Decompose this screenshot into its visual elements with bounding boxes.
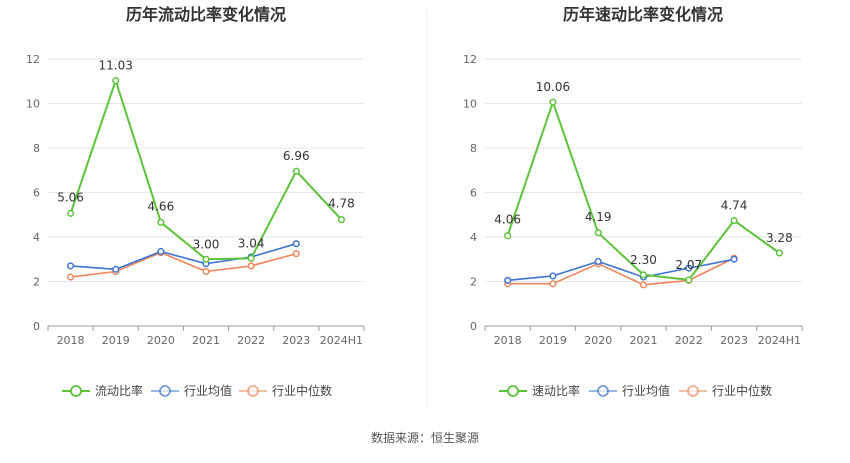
data-label: 4.06 [494,213,521,227]
series-point-1 [292,167,300,175]
x-tick-label: 2023 [720,334,748,347]
series-point-1 [775,249,783,257]
legend-swatch-marker [687,385,699,397]
data-label: 3.28 [766,231,793,245]
series-point-2 [685,264,693,272]
y-tick-label: 2 [33,276,40,289]
series-point-3 [639,281,648,289]
y-tick-label: 0 [33,320,40,333]
legend-label: 速动比率 [532,383,580,398]
y-tick-label: 2 [470,276,477,289]
y-tick-label: 10 [463,98,477,111]
y-tick-label: 4 [33,231,40,244]
chart-panel-2: 历年速动比率变化情况 0 2 4 6 8 10 12 2018 2019 2020 2021 2022 2… [463,5,803,398]
series-point-3 [292,250,300,258]
series-point-3 [202,267,210,276]
series-point-3 [549,280,557,288]
data-label: 6.96 [283,149,310,163]
data-label: 4.19 [585,210,612,224]
chart-title: 历年速动比率变化情况 [563,5,723,24]
y-tick-label: 6 [33,187,40,200]
chart-title: 历年流动比率变化情况 [126,5,286,24]
series-point-1 [337,216,345,224]
series-point-2 [112,265,120,273]
series-line-2 [507,258,735,282]
data-label: 4.74 [721,199,748,213]
legend-label: 行业均值 [184,383,232,398]
series-point-2 [67,262,75,270]
legend-label: 行业均值 [622,383,670,398]
series-point-2 [504,276,512,284]
series-point-1 [594,229,602,237]
data-label: 11.03 [99,59,133,73]
y-tick-label: 0 [470,320,477,333]
data-source-text: 数据来源：恒生聚源 [371,430,479,445]
y-tick-label: 8 [470,142,477,155]
legend-swatch-marker [159,385,171,397]
series-point-1 [685,276,693,284]
y-tick-label: 12 [26,53,40,66]
series-point-2 [730,255,738,263]
x-tick-label: 2023 [282,334,310,347]
data-label: 2.07 [675,258,702,272]
series-point-2 [594,257,602,266]
legend-label: 行业中位数 [712,383,772,398]
legend-swatch-marker [507,385,519,397]
series-point-1 [730,216,738,225]
series-point-1 [639,271,648,279]
data-label: 4.66 [147,199,174,213]
legend-swatch-marker [70,385,82,397]
data-label: 2.30 [630,253,657,267]
legend-label: 流动比率 [95,383,143,398]
y-tick-label: 4 [470,231,477,244]
y-tick-label: 10 [26,98,40,111]
series-point-1 [112,77,120,85]
x-tick-label: 2021 [192,334,220,347]
x-tick-label: 2019 [102,334,130,347]
y-tick-label: 8 [33,142,40,155]
series-point-2 [549,272,557,280]
legend-label: 行业中位数 [272,383,332,398]
data-label: 5.06 [57,190,84,204]
data-label: 4.78 [328,197,355,211]
x-tick-label: 2018 [57,334,85,347]
series-line-3 [507,257,735,286]
chart-panel-1: 历年流动比率变化情况 0 2 4 6 8 10 12 2018 2019 2020 2021 2022 2… [26,5,365,398]
x-tick-label: 2024H1 [320,334,363,347]
legend-swatch-marker [247,385,259,397]
series-line-3 [70,251,297,278]
x-tick-label: 2018 [494,334,522,347]
series-point-2 [292,240,300,248]
data-label: 10.06 [536,80,570,94]
series-point-1 [549,98,557,106]
data-label: 3.00 [193,237,220,251]
y-tick-label: 12 [463,53,477,66]
series-point-1 [504,232,512,240]
x-tick-label: 2020 [147,334,175,347]
data-label: 3.04 [238,236,265,250]
y-tick-label: 6 [470,187,477,200]
series-line-1 [69,79,343,261]
x-tick-label: 2022 [237,334,265,347]
x-tick-label: 2019 [539,334,567,347]
series-point-1 [202,255,210,263]
series-point-3 [247,262,255,270]
x-tick-label: 2022 [675,334,703,347]
series-point-2 [157,247,165,256]
x-tick-label: 2020 [584,334,612,347]
x-tick-label: 2021 [630,334,658,347]
legend-swatch-marker [597,385,609,397]
x-tick-label: 2024H1 [758,334,801,347]
series-line-2 [70,242,297,271]
series-point-1 [157,218,165,226]
series-point-3 [67,273,75,281]
series-point-1 [67,209,75,217]
series-point-1 [247,254,255,262]
